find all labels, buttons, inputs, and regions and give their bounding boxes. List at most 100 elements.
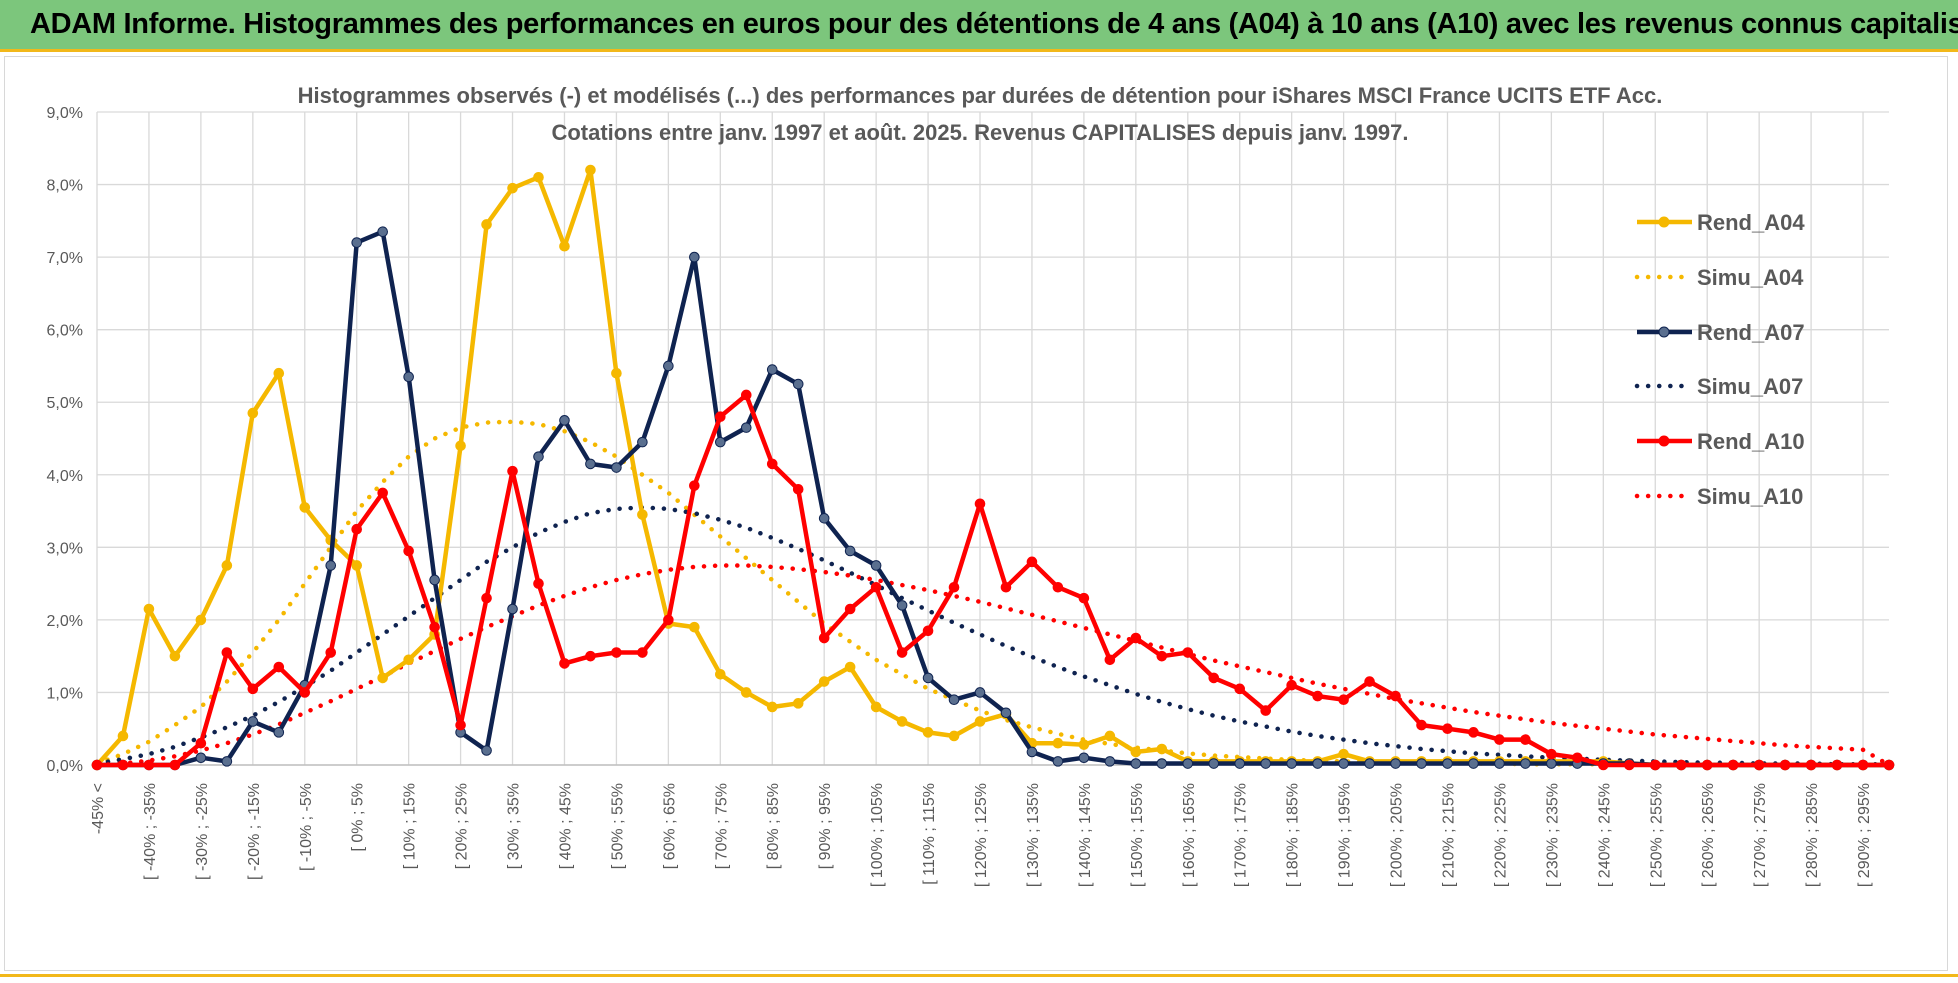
legend-item-simu-a07: Simu_A07 <box>1634 374 1803 399</box>
data-point <box>948 581 960 593</box>
data-point <box>1104 756 1116 767</box>
legend-label: Rend_A10 <box>1697 429 1805 454</box>
data-point <box>948 730 960 742</box>
data-point <box>818 676 830 687</box>
data-point <box>1234 758 1246 769</box>
data-point <box>1260 758 1271 769</box>
series-line-rend-a10 <box>97 392 1889 768</box>
data-point <box>195 737 207 749</box>
data-point <box>1156 650 1168 662</box>
data-point <box>1520 734 1531 745</box>
data-point <box>689 251 700 263</box>
data-point <box>1857 759 1869 771</box>
x-tick-label: [ 290% ; 295% <box>1856 783 1873 887</box>
x-tick-label: [ 250% ; 255% <box>1648 783 1665 887</box>
data-point <box>1572 752 1583 764</box>
data-point <box>1442 723 1453 735</box>
data-point <box>403 654 414 666</box>
data-point <box>715 436 726 448</box>
data-point <box>481 219 492 230</box>
data-point <box>948 694 960 706</box>
series-line-rend-a04 <box>95 167 1889 768</box>
data-point <box>1442 758 1453 769</box>
x-tick-label: [ 190% ; 195% <box>1337 783 1354 887</box>
grid-layer <box>96 111 1889 766</box>
x-tick-label: [ 120% ; 125% <box>973 783 990 887</box>
data-point <box>922 625 934 637</box>
x-tick-label: [ -10% ; -5% <box>298 783 315 871</box>
data-point <box>143 759 155 771</box>
x-tick-label: [ 280% ; 285% <box>1804 783 1821 887</box>
x-tick-label: [ 210% ; 215% <box>1440 783 1457 887</box>
data-point <box>715 411 726 423</box>
x-tick-label: [ 30% ; 35% <box>506 783 523 869</box>
data-point <box>1130 632 1142 644</box>
data-point <box>922 727 934 738</box>
data-point <box>1078 752 1090 764</box>
data-point <box>429 621 440 633</box>
data-point <box>689 480 700 491</box>
data-point <box>1883 759 1895 771</box>
x-tick-label: [ 150% ; 155% <box>1129 783 1146 887</box>
data-point <box>896 716 908 727</box>
data-point <box>1546 748 1557 760</box>
data-point <box>403 371 414 383</box>
data-point <box>429 574 440 586</box>
data-point <box>1623 759 1635 771</box>
data-point <box>299 687 311 698</box>
data-point <box>377 672 388 684</box>
data-point <box>870 560 882 571</box>
data-point <box>325 560 337 571</box>
data-point <box>1779 759 1791 771</box>
data-point <box>740 389 752 401</box>
data-point <box>1208 758 1220 769</box>
data-point <box>91 759 103 771</box>
banner-title: ADAM Informe. Histogrammes des performan… <box>30 8 1958 40</box>
data-point <box>1753 759 1765 771</box>
data-point <box>247 407 259 419</box>
x-tick-label: [ 140% ; 145% <box>1077 783 1094 887</box>
series-layer <box>91 164 1895 771</box>
data-point <box>1052 737 1064 749</box>
legend-label: Rend_A04 <box>1697 210 1805 235</box>
data-point <box>117 759 129 771</box>
data-point <box>559 240 570 252</box>
data-point <box>325 647 337 658</box>
x-tick-label: -45% < <box>90 783 107 834</box>
data-point <box>1182 758 1194 769</box>
data-point <box>1675 759 1687 771</box>
y-tick-label: 9,0% <box>47 105 83 122</box>
data-point <box>611 367 622 379</box>
data-point <box>169 650 181 662</box>
data-point <box>195 614 207 626</box>
data-point <box>351 523 363 535</box>
x-tick-label: [ 180% ; 185% <box>1285 783 1302 887</box>
data-point <box>1805 759 1817 771</box>
data-point <box>844 545 856 557</box>
data-point <box>1026 556 1038 568</box>
legend-label: Simu_A04 <box>1697 265 1804 290</box>
data-point <box>844 661 856 673</box>
bottom-accent-rule <box>0 974 1958 977</box>
series-simu-a04 <box>94 419 1892 768</box>
data-point <box>1364 758 1375 769</box>
data-point <box>870 581 882 593</box>
data-point <box>273 367 285 379</box>
x-tick-label: [ -40% ; -35% <box>142 783 159 880</box>
data-point <box>1390 758 1401 769</box>
title-banner: ADAM Informe. Histogrammes des performan… <box>0 0 1958 52</box>
data-point <box>559 658 570 669</box>
data-point <box>766 458 778 470</box>
data-point <box>1234 683 1246 695</box>
data-point <box>1468 727 1479 738</box>
x-tick-label: [ 160% ; 165% <box>1181 783 1198 887</box>
y-tick-label: 3,0% <box>47 540 83 557</box>
data-point <box>1494 758 1505 769</box>
y-tick-label: 7,0% <box>47 250 83 267</box>
x-tick-label: [ 100% ; 105% <box>869 783 886 887</box>
legend-item-rend-a07: Rend_A07 <box>1637 320 1805 345</box>
series-line-rend-a07 <box>97 229 1889 768</box>
y-tick-label: 8,0% <box>47 178 83 195</box>
legend-marker <box>1658 435 1670 447</box>
